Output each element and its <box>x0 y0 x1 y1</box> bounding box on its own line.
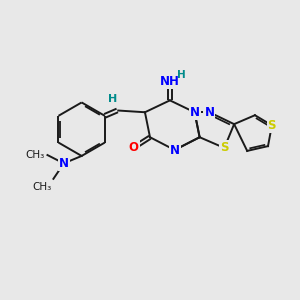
Text: N: N <box>59 157 69 170</box>
Text: O: O <box>129 141 139 154</box>
Text: N: N <box>204 106 214 119</box>
Text: H: H <box>108 94 118 104</box>
Text: CH₃: CH₃ <box>26 150 45 160</box>
Text: N: N <box>190 106 200 119</box>
Text: S: S <box>220 141 229 154</box>
Text: N: N <box>170 143 180 157</box>
Text: S: S <box>268 119 276 132</box>
Text: CH₃: CH₃ <box>33 182 52 192</box>
Text: NH: NH <box>160 75 180 88</box>
Text: H: H <box>177 70 186 80</box>
